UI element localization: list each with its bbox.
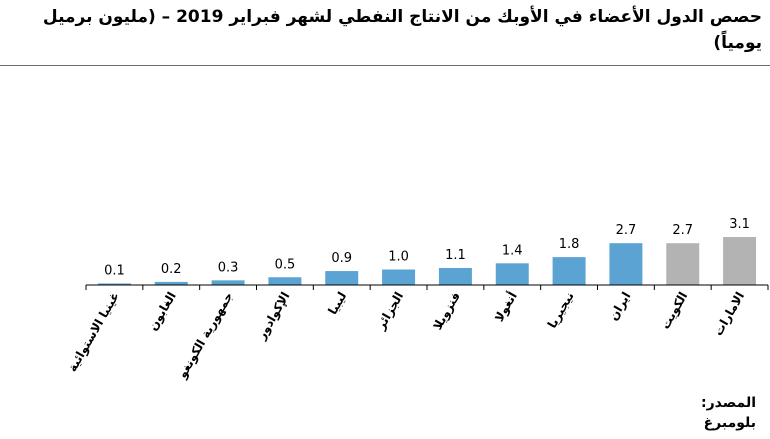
- value-label: 1.1: [445, 248, 466, 263]
- source-block: المصدر: بلومبرغ: [701, 393, 756, 433]
- bar: [495, 263, 529, 285]
- source-value: بلومبرغ: [703, 415, 756, 431]
- bar: [552, 257, 586, 285]
- bar: [325, 271, 359, 285]
- bar: [268, 277, 302, 285]
- category-label: الكويت: [658, 290, 691, 332]
- bar: [609, 243, 643, 285]
- category-label: غينيا الاستوائية: [65, 290, 123, 375]
- bar: [211, 280, 245, 285]
- value-label: 2.7: [616, 223, 637, 238]
- bar: [666, 243, 700, 285]
- value-label: 0.5: [275, 257, 296, 272]
- value-label: 0.3: [218, 260, 239, 275]
- category-label: الجزائر: [373, 290, 406, 333]
- bar: [438, 267, 472, 285]
- value-label: 1.4: [502, 243, 523, 258]
- chart-title: حصص الدول الأعضاء في الأوبك من الانتاج ا…: [42, 7, 762, 53]
- category-label: ايران: [606, 290, 633, 323]
- bar: [723, 237, 757, 285]
- category-label: الإكوادور: [254, 290, 294, 344]
- category-label: جمهورية الكونغو: [175, 290, 237, 382]
- value-label: 0.9: [331, 251, 352, 266]
- category-label: الغابون: [146, 290, 180, 334]
- value-label: 0.2: [161, 262, 182, 277]
- value-label: 2.7: [672, 223, 693, 238]
- value-label: 0.1: [104, 263, 125, 278]
- category-label: ليبيا: [325, 290, 349, 318]
- category-label: الامارات: [711, 290, 747, 339]
- bar: [97, 283, 131, 285]
- value-label: 3.1: [729, 217, 750, 232]
- bar: [382, 269, 416, 285]
- category-label: نيجيريا: [545, 290, 577, 331]
- category-label: فنزويلا: [430, 290, 464, 333]
- category-label: أنغولا: [491, 289, 521, 325]
- source-label: المصدر:: [701, 395, 756, 411]
- value-label: 1.8: [559, 237, 580, 252]
- bar: [154, 281, 188, 285]
- title-divider: [0, 65, 770, 66]
- value-label: 1.0: [388, 250, 409, 265]
